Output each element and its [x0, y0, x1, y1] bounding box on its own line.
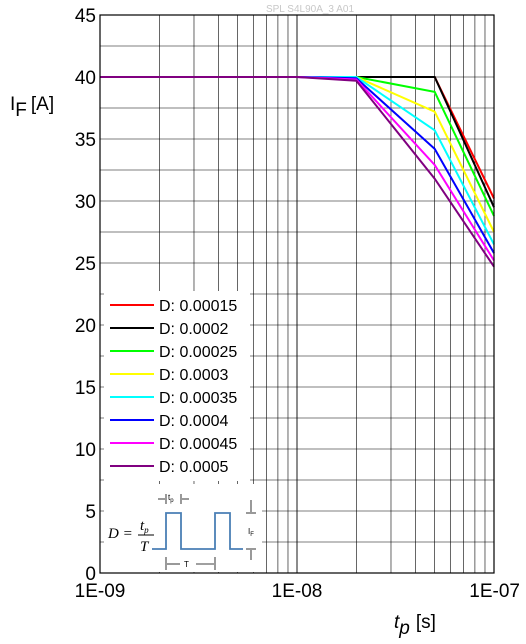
x-tick-label: 1E-09 [75, 581, 126, 602]
y-tick-label: 35 [75, 130, 96, 151]
watermark: SPL S4L90A_3 A01 [266, 4, 354, 15]
y-tick-label: 25 [75, 254, 96, 275]
legend-label: D: 0.00035 [159, 390, 237, 407]
x-tick-label: 1E-07 [469, 581, 520, 602]
y-tick-label: 30 [75, 192, 96, 213]
x-tick-labels: 1E-09 1E-08 1E-07 [75, 581, 520, 602]
y-tick-label: 5 [85, 502, 96, 523]
legend-label: D: 0.0002 [159, 321, 228, 338]
inset-amplitude-label: IF [248, 527, 254, 538]
legend-box [104, 291, 250, 481]
inset-tp-label: tp [168, 493, 174, 504]
series-line [100, 76, 495, 268]
legend-label: D: 0.00045 [159, 436, 237, 453]
y-tick-label: 40 [75, 68, 96, 89]
legend-label: D: 0.0003 [159, 367, 228, 384]
inset-pulse-waveform [152, 512, 243, 550]
y-tick-label: 0 [85, 564, 96, 585]
legend: D: 0.00015 D: 0.0002 D: 0.00025 D: 0.0003 D:… [110, 298, 237, 476]
legend-label: D: 0.00025 [159, 344, 237, 361]
legend-label: D: 0.0005 [159, 459, 228, 476]
y-tick-label: 10 [75, 440, 96, 461]
y-axis-title: IF [A] [10, 94, 54, 121]
y-tick-label: 45 [75, 6, 96, 27]
legend-label: D: 0.0004 [159, 413, 228, 430]
y-tick-label: 20 [75, 316, 96, 337]
inset-numerator: tp [140, 518, 149, 535]
inset-diagram: D = tp T tp T IF [107, 493, 256, 570]
inset-period-label: T [184, 560, 189, 569]
series-lines [100, 76, 495, 268]
inset-denominator: T [140, 539, 150, 555]
x-axis-title: tp [s] [394, 612, 436, 639]
x-tick-label: 1E-08 [272, 581, 323, 602]
grid [100, 15, 494, 573]
inset-formula-lhs: D = [107, 526, 133, 542]
y-tick-label: 15 [75, 378, 96, 399]
plot-frame [99, 14, 495, 574]
legend-label: D: 0.00015 [159, 298, 237, 315]
y-tick-labels: 0 5 10 15 20 25 30 35 40 45 [75, 6, 96, 585]
